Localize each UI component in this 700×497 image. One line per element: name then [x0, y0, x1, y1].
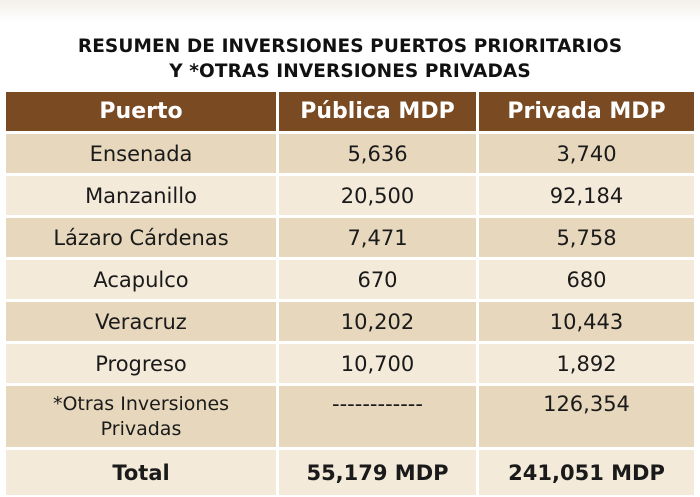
- cell-publica: 7,471: [279, 218, 479, 260]
- table-row-otras: *Otras Inversiones Privadas ------------…: [6, 386, 694, 450]
- cell-publica: 670: [279, 260, 479, 302]
- cell-privada: 3,740: [479, 134, 694, 176]
- cell-publica: 10,202: [279, 302, 479, 344]
- cell-privada-otras: 126,354: [479, 386, 694, 450]
- cell-puerto: Manzanillo: [6, 176, 279, 218]
- table-header-row: Puerto Pública MDP Privada MDP: [6, 92, 694, 134]
- cell-privada: 92,184: [479, 176, 694, 218]
- table-title: RESUMEN DE INVERSIONES PUERTOS PRIORITAR…: [0, 34, 700, 84]
- cell-privada: 10,443: [479, 302, 694, 344]
- table-row: Acapulco 670 680: [6, 260, 694, 302]
- cell-privada: 1,892: [479, 344, 694, 386]
- table-row: Manzanillo 20,500 92,184: [6, 176, 694, 218]
- table-total-row: Total 55,179 MDP 241,051 MDP: [6, 450, 694, 495]
- cell-publica-otras: ------------: [279, 386, 479, 450]
- table-row: Veracruz 10,202 10,443: [6, 302, 694, 344]
- cell-puerto: Lázaro Cárdenas: [6, 218, 279, 260]
- otras-line-2: Privadas: [100, 417, 182, 440]
- total-privada: 241,051 MDP: [479, 450, 694, 495]
- table-row: Progreso 10,700 1,892: [6, 344, 694, 386]
- cell-puerto: Progreso: [6, 344, 279, 386]
- title-line-1: RESUMEN DE INVERSIONES PUERTOS PRIORITAR…: [77, 36, 623, 57]
- cell-privada: 680: [479, 260, 694, 302]
- title-line-2: Y *OTRAS INVERSIONES PRIVADAS: [169, 61, 531, 82]
- table-row: Ensenada 5,636 3,740: [6, 134, 694, 176]
- cell-privada: 5,758: [479, 218, 694, 260]
- investment-table: Puerto Pública MDP Privada MDP Ensenada …: [6, 92, 694, 495]
- otras-line-1: *Otras Inversiones: [52, 392, 230, 415]
- cell-puerto: Acapulco: [6, 260, 279, 302]
- header-puerto: Puerto: [6, 92, 279, 134]
- table-row: Lázaro Cárdenas 7,471 5,758: [6, 218, 694, 260]
- top-strip: [0, 0, 700, 22]
- cell-puerto: Veracruz: [6, 302, 279, 344]
- total-label: Total: [6, 450, 279, 495]
- total-publica: 55,179 MDP: [279, 450, 479, 495]
- header-privada: Privada MDP: [479, 92, 694, 134]
- cell-publica: 20,500: [279, 176, 479, 218]
- cell-puerto-otras: *Otras Inversiones Privadas: [6, 386, 279, 450]
- header-publica: Pública MDP: [279, 92, 479, 134]
- cell-publica: 10,700: [279, 344, 479, 386]
- cell-puerto: Ensenada: [6, 134, 279, 176]
- cell-publica: 5,636: [279, 134, 479, 176]
